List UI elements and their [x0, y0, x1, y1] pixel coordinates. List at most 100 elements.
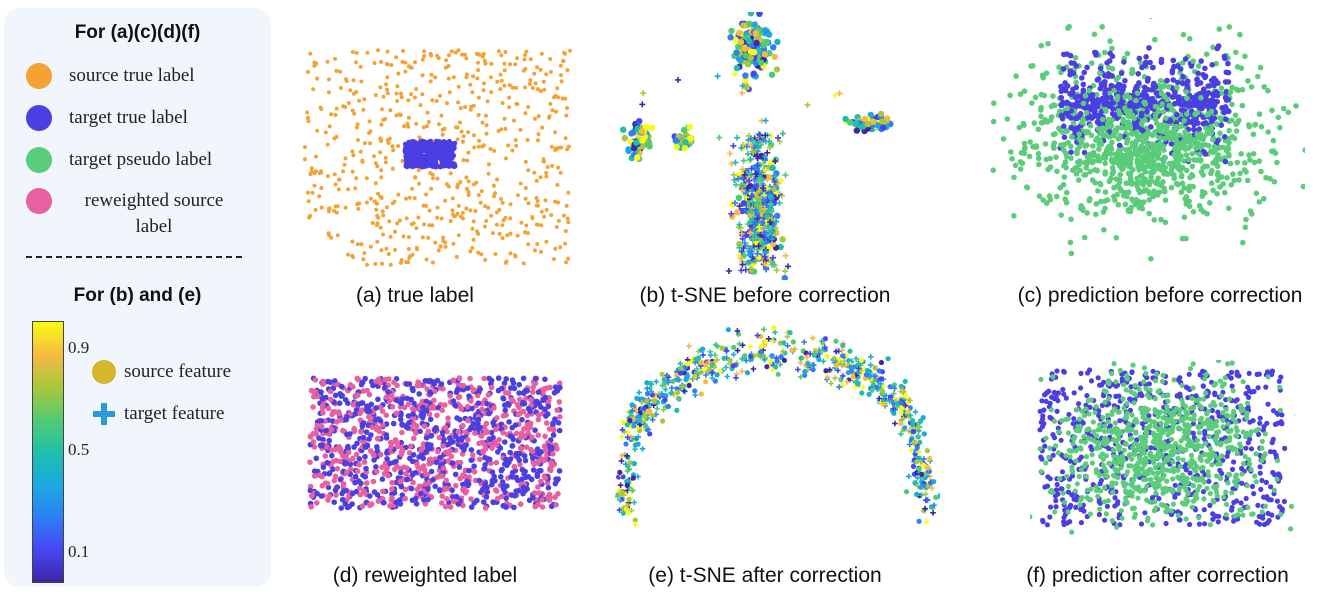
target-point	[483, 400, 490, 407]
target-point	[339, 496, 346, 503]
target-feature-point	[639, 101, 646, 108]
target-point	[538, 404, 544, 410]
pseudo-point	[1181, 141, 1188, 148]
pseudo-point	[1064, 105, 1071, 112]
source-point	[513, 254, 518, 259]
reweighted-point	[516, 404, 522, 411]
legend-item-source-feature: source feature	[92, 358, 231, 386]
pseudo-point	[1082, 93, 1089, 99]
reweighted-point	[332, 409, 338, 415]
pseudo-point	[1178, 173, 1185, 180]
reweighted-point	[460, 422, 466, 429]
pseudo-point	[1152, 112, 1159, 119]
source-feature-point	[852, 120, 859, 128]
target-feature-point	[764, 176, 771, 183]
source-point	[493, 191, 498, 196]
target-feature-point	[734, 134, 741, 141]
target-point	[445, 140, 451, 146]
source-point	[401, 48, 405, 53]
pseudo-point	[1106, 178, 1113, 185]
source-feature-point	[874, 122, 882, 129]
source-point	[374, 223, 379, 228]
source-feature-point	[687, 135, 694, 142]
source-feature-point	[634, 154, 641, 161]
source-point	[359, 242, 364, 247]
source-point	[499, 78, 504, 83]
source-point	[498, 72, 503, 77]
source-point	[544, 72, 549, 77]
source-point	[494, 222, 499, 227]
target-feature-point	[640, 90, 647, 97]
pseudo-point	[1250, 131, 1257, 138]
source-point	[448, 219, 453, 224]
target-point	[1131, 120, 1137, 127]
source-point	[484, 131, 489, 136]
source-point	[553, 246, 558, 251]
target-point	[325, 378, 331, 385]
source-point	[412, 95, 417, 100]
pseudo-point	[1050, 93, 1056, 99]
pseudo-point	[1087, 196, 1093, 202]
source-point	[305, 115, 310, 120]
source-feature-point	[787, 330, 793, 336]
pseudo-point	[1045, 40, 1051, 47]
target-point	[1136, 55, 1143, 62]
source-point	[563, 136, 568, 141]
target-point	[557, 384, 563, 391]
target-point	[430, 163, 435, 168]
pseudo-point	[1011, 174, 1017, 181]
source-point	[461, 158, 466, 163]
reweighted-point	[524, 412, 530, 419]
pseudo-point	[1255, 73, 1261, 80]
source-point	[362, 141, 367, 146]
pseudo-point	[1225, 144, 1231, 150]
target-feature-point	[742, 189, 749, 196]
reweighted-point	[444, 496, 450, 502]
source-point	[364, 200, 369, 205]
source-point	[443, 65, 448, 70]
target-point	[337, 476, 344, 483]
source-point	[497, 207, 502, 212]
reweighted-point	[435, 448, 441, 455]
pseudo-point	[1035, 150, 1042, 157]
source-point	[523, 159, 528, 164]
target-point	[441, 163, 446, 169]
target-feature-point	[844, 379, 850, 385]
pseudo-point	[1208, 123, 1214, 130]
source-point	[536, 203, 540, 208]
pseudo-point	[1280, 105, 1287, 112]
source-point	[558, 245, 563, 250]
legend-title-top: For (a)(c)(d)(f)	[74, 22, 201, 43]
reweighted-point	[419, 445, 425, 451]
pseudo-point	[1064, 189, 1070, 196]
target-point	[1168, 141, 1175, 147]
target-feature-point	[739, 187, 746, 194]
target-point	[516, 381, 522, 388]
source-feature-point	[777, 243, 784, 251]
source-point	[445, 101, 449, 106]
source-point	[443, 244, 448, 249]
target-point	[311, 468, 318, 474]
source-point	[519, 220, 524, 225]
reweighted-point	[468, 398, 474, 404]
reweighted-point	[538, 478, 544, 485]
pseudo-point	[1004, 116, 1011, 122]
target-point	[502, 439, 508, 445]
source-feature-point	[692, 388, 698, 394]
target-point	[1223, 69, 1230, 76]
target-feature-point	[748, 193, 755, 200]
target-feature-point	[732, 159, 739, 166]
source-point	[458, 120, 462, 125]
pseudo-point	[1109, 164, 1116, 171]
reweighted-point	[556, 399, 563, 405]
target-point	[362, 375, 368, 382]
pseudo-point	[1038, 104, 1044, 111]
source-point	[523, 196, 528, 201]
target-point	[1059, 102, 1065, 109]
target-point	[452, 471, 459, 478]
reweighted-point	[308, 504, 314, 510]
reweighted-point	[536, 490, 542, 496]
source-point	[560, 96, 565, 101]
source-point	[518, 181, 523, 186]
target-point	[408, 485, 415, 492]
